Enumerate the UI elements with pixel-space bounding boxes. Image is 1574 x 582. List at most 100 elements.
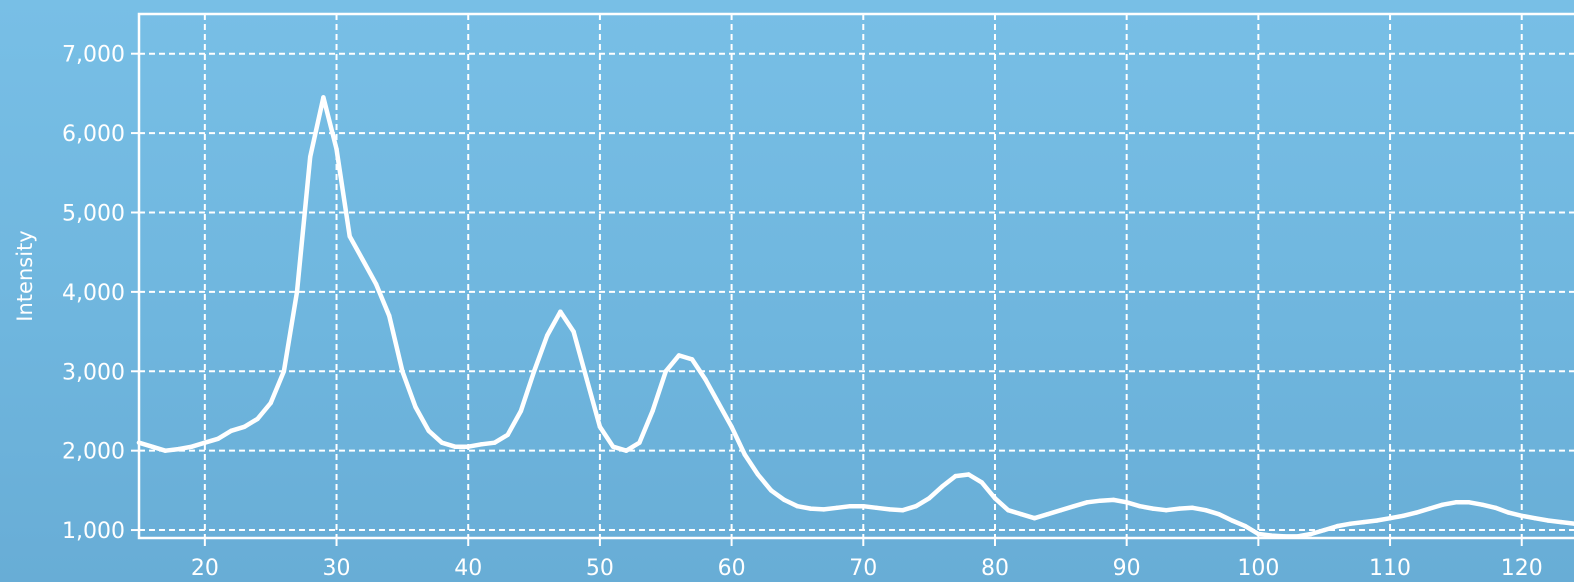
- data-point: [624, 448, 629, 453]
- y-tick-label: 7,000: [62, 43, 125, 68]
- data-point: [202, 440, 208, 445]
- x-tick-label: 110: [1369, 556, 1411, 581]
- data-point: [953, 473, 958, 479]
- data-point: [1071, 504, 1077, 509]
- x-tick-label: 100: [1237, 556, 1279, 581]
- data-point: [466, 444, 471, 449]
- data-point: [505, 432, 510, 437]
- data-point: [413, 404, 418, 410]
- data-point: [1361, 519, 1366, 525]
- data-point: [1058, 508, 1064, 513]
- y-tick-label: 1,000: [62, 519, 125, 544]
- data-point: [531, 369, 537, 374]
- data-point: [782, 497, 787, 503]
- data-point: [900, 508, 905, 513]
- data-point: [926, 496, 932, 501]
- data-point: [571, 329, 576, 334]
- data-point: [334, 146, 339, 152]
- data-point: [610, 444, 616, 449]
- data-point: [847, 504, 853, 509]
- data-point: [189, 444, 194, 449]
- data-point: [1506, 510, 1511, 515]
- x-tick-label: 20: [191, 556, 219, 581]
- data-point: [992, 496, 998, 501]
- data-point: [887, 507, 892, 512]
- data-point: [1466, 500, 1472, 505]
- data-point: [1032, 515, 1037, 521]
- data-point: [1229, 518, 1235, 523]
- data-point: [1045, 511, 1050, 517]
- data-point: [400, 369, 405, 374]
- data-point: [176, 446, 181, 452]
- data-point: [808, 506, 813, 511]
- x-tick-label: 70: [849, 556, 877, 581]
- x-tick-label: 50: [586, 556, 614, 581]
- series-group: [136, 95, 1574, 539]
- data-point: [1401, 513, 1406, 518]
- y-tick-label: 4,000: [62, 281, 125, 306]
- data-point: [1111, 497, 1116, 503]
- data-point: [558, 309, 563, 314]
- data-point: [861, 504, 866, 509]
- x-tick-label: 40: [454, 556, 482, 581]
- data-point: [703, 377, 708, 382]
- data-point: [360, 257, 366, 263]
- data-point: [663, 369, 668, 374]
- data-point: [1414, 510, 1419, 515]
- data-point: [755, 472, 761, 477]
- data-point: [255, 416, 260, 422]
- data-point: [584, 377, 589, 382]
- data-point: [1493, 505, 1498, 511]
- data-point: [1269, 533, 1274, 538]
- data-point: [1137, 504, 1143, 509]
- data-point: [768, 488, 774, 493]
- data-point: [518, 408, 524, 414]
- data-point: [1532, 515, 1538, 521]
- data-point: [479, 442, 484, 447]
- data-point: [913, 504, 919, 509]
- data-point: [215, 436, 221, 441]
- data-point: [1295, 534, 1301, 539]
- data-point: [637, 440, 642, 445]
- data-point: [1203, 508, 1208, 513]
- data-point: [1545, 518, 1551, 523]
- data-point: [1427, 506, 1432, 511]
- data-point: [149, 444, 155, 449]
- data-point: [294, 289, 300, 295]
- series-line: [136, 95, 1574, 539]
- data-point: [1519, 513, 1524, 518]
- data-point: [452, 444, 458, 449]
- data-point: [281, 369, 287, 374]
- x-tick-label: 80: [981, 556, 1009, 581]
- y-tick-label: 6,000: [62, 122, 125, 147]
- data-point: [1480, 502, 1485, 507]
- data-point: [729, 424, 734, 430]
- y-tick-label: 5,000: [62, 201, 125, 226]
- data-point: [242, 424, 247, 430]
- data-point: [676, 353, 682, 358]
- y-tick-label: 3,000: [62, 360, 125, 385]
- data-point: [1440, 502, 1445, 507]
- data-point: [1190, 505, 1195, 511]
- data-point: [742, 452, 747, 457]
- data-point: [1387, 515, 1393, 521]
- data-point: [1177, 506, 1182, 511]
- x-tick-label: 30: [323, 556, 351, 581]
- data-point: [426, 428, 431, 434]
- data-point: [979, 480, 985, 485]
- plot-area-border: [137, 12, 1574, 540]
- data-point: [834, 505, 840, 511]
- data-point: [492, 440, 497, 445]
- data-point: [1559, 519, 1564, 525]
- data-point: [387, 313, 392, 318]
- data-point: [1150, 506, 1156, 511]
- data-point: [821, 507, 826, 512]
- data-point: [1005, 508, 1011, 513]
- data-point: [966, 472, 971, 477]
- data-point: [940, 484, 945, 489]
- data-point: [1374, 518, 1380, 523]
- data-point: [268, 400, 273, 406]
- x-tick-label: 90: [1113, 556, 1141, 581]
- data-point: [1308, 531, 1314, 537]
